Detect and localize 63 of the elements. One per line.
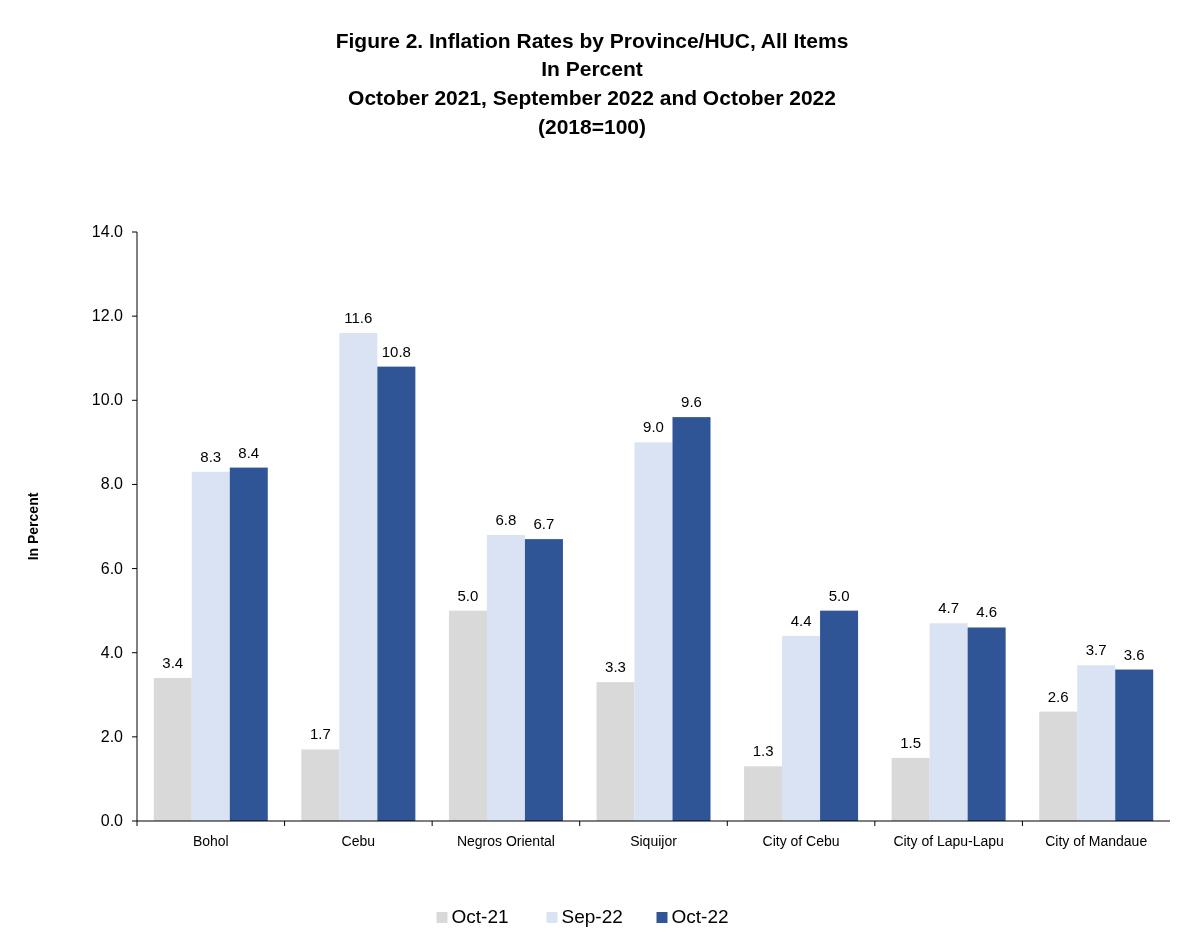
x-tick-label: Negros Oriental <box>456 833 555 849</box>
chart-subtitle: In Percent October 2021, September 2022 and October 2022 (2018=100) <box>348 57 836 138</box>
data-label: 9.6 <box>681 393 702 411</box>
data-label: 6.8 <box>495 510 517 528</box>
y-tick-label: 10.0 <box>91 391 124 409</box>
data-label: 9.0 <box>643 418 664 436</box>
x-tick-label: City of Lapu-Lapu <box>893 833 1004 849</box>
bar <box>377 366 416 821</box>
bar <box>744 766 783 821</box>
data-label: 1.3 <box>752 742 774 760</box>
legend-label: Oct-21 <box>451 906 509 927</box>
bar <box>1077 665 1116 821</box>
data-label: 5.0 <box>457 586 479 604</box>
bar <box>524 539 563 821</box>
chart-title: Figure 2. Inflation Rates by Province/HUC, All Items <box>335 29 849 52</box>
y-tick-label: 8.0 <box>100 475 124 493</box>
y-tick-label: 0.0 <box>100 812 124 829</box>
y-tick-label: 14.0 <box>91 223 124 240</box>
y-tick-label: 4.0 <box>100 643 124 661</box>
x-tick-label: Siquijor <box>630 833 678 849</box>
bar <box>1039 711 1078 821</box>
data-label: 1.5 <box>900 733 922 751</box>
legend-label: Sep-22 <box>561 906 623 927</box>
bar <box>301 749 340 821</box>
bar <box>486 534 525 821</box>
y-tick-label: 2.0 <box>100 727 124 745</box>
data-label: 4.4 <box>790 611 812 629</box>
bar <box>191 471 230 821</box>
data-label: 8.4 <box>238 443 260 461</box>
data-label: 4.7 <box>938 599 960 617</box>
data-label: 3.6 <box>1123 645 1145 663</box>
bar <box>967 627 1006 821</box>
data-label: 8.3 <box>200 447 222 465</box>
data-label: 2.6 <box>1047 687 1069 705</box>
x-tick-label: City of Mandaue <box>1045 833 1148 849</box>
bar <box>891 757 930 821</box>
data-label: 1.7 <box>309 725 331 743</box>
x-tick-label: Bohol <box>192 833 229 849</box>
x-tick-label: City of Cebu <box>762 833 840 849</box>
bar <box>634 442 673 821</box>
data-label: 3.7 <box>1085 641 1107 659</box>
bar <box>448 610 487 821</box>
data-label: 10.8 <box>381 342 411 360</box>
data-label: 11.6 <box>344 308 373 326</box>
y-axis-title: In Percent <box>25 492 41 561</box>
data-label: 5.0 <box>828 586 850 604</box>
data-label: 3.3 <box>605 658 626 676</box>
bar <box>229 467 268 821</box>
bar <box>929 623 968 821</box>
bar <box>339 332 378 821</box>
data-label: 3.4 <box>162 653 184 671</box>
bar <box>596 682 635 821</box>
y-tick-label: 6.0 <box>100 559 124 577</box>
bar <box>820 610 859 821</box>
x-tick-label: Cebu <box>341 833 376 849</box>
bar <box>1115 669 1154 821</box>
bar <box>782 635 821 821</box>
y-tick-label: 12.0 <box>91 307 124 325</box>
data-label: 6.7 <box>533 515 555 533</box>
legend-label: Oct-22 <box>671 906 729 927</box>
data-label: 4.6 <box>976 603 998 621</box>
bar <box>672 417 711 821</box>
bar <box>153 677 192 821</box>
